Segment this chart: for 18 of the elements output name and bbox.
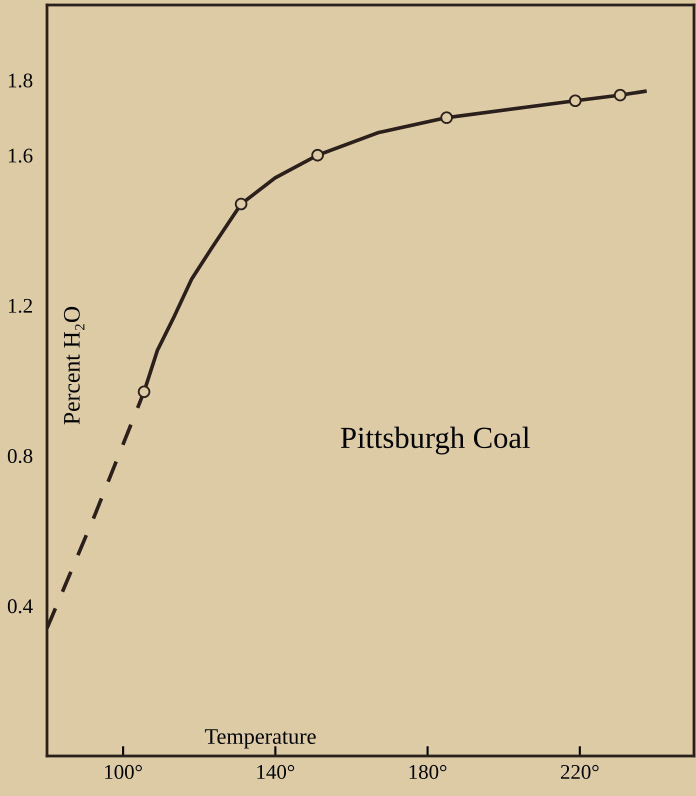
x-tick-label: 140° [257, 764, 294, 779]
x-tick-label: 220° [560, 764, 599, 779]
annotation: Pittsburgh Coal [340, 426, 530, 454]
y-tick-label: 1.6 [8, 148, 32, 163]
x-tick-label: 100° [105, 764, 142, 779]
y-axis-title: Percent H₂O [64, 306, 84, 424]
point [138, 385, 150, 398]
x-axis-title: Temperature [204, 729, 316, 748]
x-tick-label: 180° [410, 764, 446, 779]
point [440, 111, 453, 124]
point [234, 198, 248, 210]
point [614, 88, 626, 102]
y-tick-label: 0.4 [8, 599, 33, 614]
point [568, 94, 582, 108]
y-tick-label: 1.8 [8, 73, 32, 88]
point [311, 148, 324, 162]
y-tick-label: 1.2 [8, 298, 32, 313]
y-tick-label: 0.8 [8, 448, 32, 464]
